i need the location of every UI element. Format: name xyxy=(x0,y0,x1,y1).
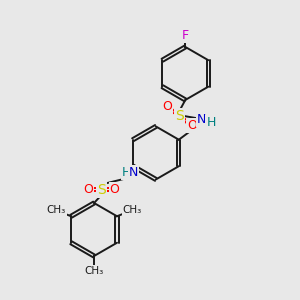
Text: CH₃: CH₃ xyxy=(122,206,141,215)
Text: N: N xyxy=(128,166,138,179)
Text: O: O xyxy=(83,183,93,196)
Text: F: F xyxy=(182,29,189,42)
Text: CH₃: CH₃ xyxy=(47,206,66,215)
Text: H: H xyxy=(122,166,131,179)
Text: O: O xyxy=(110,183,120,196)
Text: O: O xyxy=(187,119,197,132)
Text: CH₃: CH₃ xyxy=(84,266,104,276)
Text: O: O xyxy=(162,100,172,113)
Text: S: S xyxy=(97,183,106,197)
Text: S: S xyxy=(175,109,184,123)
Text: N: N xyxy=(197,112,206,126)
Text: H: H xyxy=(206,116,216,129)
